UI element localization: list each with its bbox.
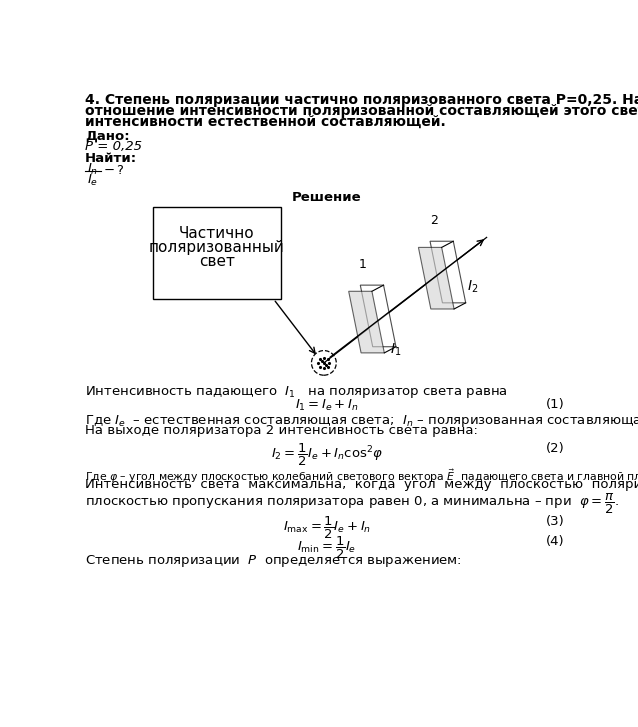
- Bar: [153, 206, 281, 299]
- Text: $I_e$: $I_e$: [87, 173, 98, 188]
- Text: P = 0,25: P = 0,25: [85, 140, 142, 153]
- Text: свет: свет: [199, 254, 235, 268]
- Text: $I_1$: $I_1$: [390, 342, 401, 358]
- Text: интенсивности естественной составляющей.: интенсивности естественной составляющей.: [85, 115, 446, 129]
- Text: Дано:: Дано:: [85, 129, 130, 142]
- Text: поляризованный: поляризованный: [149, 240, 285, 254]
- Text: Решение: Решение: [292, 191, 362, 204]
- Text: Интенсивность  света  максимальна,  когда  угол  между  плоскостью  поляризации : Интенсивность света максимальна, когда у…: [85, 478, 638, 491]
- Text: $I_2 = \dfrac{1}{2}I_e + I_n \cos^2\!\varphi$: $I_2 = \dfrac{1}{2}I_e + I_n \cos^2\!\va…: [271, 442, 383, 468]
- Polygon shape: [419, 247, 454, 309]
- Text: Частично: Частично: [179, 226, 255, 241]
- Text: На выходе поляризатора 2 интенсивность света равна:: На выходе поляризатора 2 интенсивность с…: [85, 424, 478, 437]
- Text: (1): (1): [546, 398, 565, 411]
- Text: Степень поляризации  $P$  определяется выражением:: Степень поляризации $P$ определяется выр…: [85, 553, 462, 569]
- Text: 2: 2: [430, 214, 438, 228]
- Text: Где $\varphi$ – угол между плоскостью колебаний светового вектора $\vec{E}$  пад: Где $\varphi$ – угол между плоскостью ко…: [85, 467, 638, 485]
- Text: 4. Степень поляризации частично поляризованного света P=0,25. Найти: 4. Степень поляризации частично поляризо…: [85, 93, 638, 108]
- Text: $I_{\max} = \dfrac{1}{2}I_e + I_n$: $I_{\max} = \dfrac{1}{2}I_e + I_n$: [283, 515, 371, 541]
- Text: Интенсивность падающего  $I_1$   на поляризатор света равна: Интенсивность падающего $I_1$ на поляриз…: [85, 384, 508, 400]
- Text: $-\,?$: $-\,?$: [103, 164, 124, 177]
- Text: Найти:: Найти:: [85, 152, 137, 165]
- Text: 1: 1: [359, 258, 367, 271]
- Text: (2): (2): [546, 442, 565, 455]
- Polygon shape: [349, 292, 384, 353]
- Polygon shape: [430, 241, 466, 303]
- Text: $I_n$: $I_n$: [87, 162, 98, 177]
- Text: $I_{\min} = \dfrac{1}{2}I_e$: $I_{\min} = \dfrac{1}{2}I_e$: [297, 534, 357, 561]
- Text: (3): (3): [546, 515, 565, 528]
- Text: $I_2$: $I_2$: [467, 278, 478, 294]
- Text: (4): (4): [546, 534, 565, 547]
- Text: плоскостью пропускания поляризатора равен 0, а минимальна – при  $\varphi = \dfr: плоскостью пропускания поляризатора раве…: [85, 491, 619, 515]
- Text: Где $I_e$  – естественная составляющая света;  $I_n$ – поляризованная составляющ: Где $I_e$ – естественная составляющая св…: [85, 413, 638, 429]
- Text: $I_1 = I_e + I_n$: $I_1 = I_e + I_n$: [295, 398, 359, 413]
- Polygon shape: [360, 285, 396, 347]
- Text: отношение интенсивности поляризованной составляющей этого света к: отношение интенсивности поляризованной с…: [85, 104, 638, 119]
